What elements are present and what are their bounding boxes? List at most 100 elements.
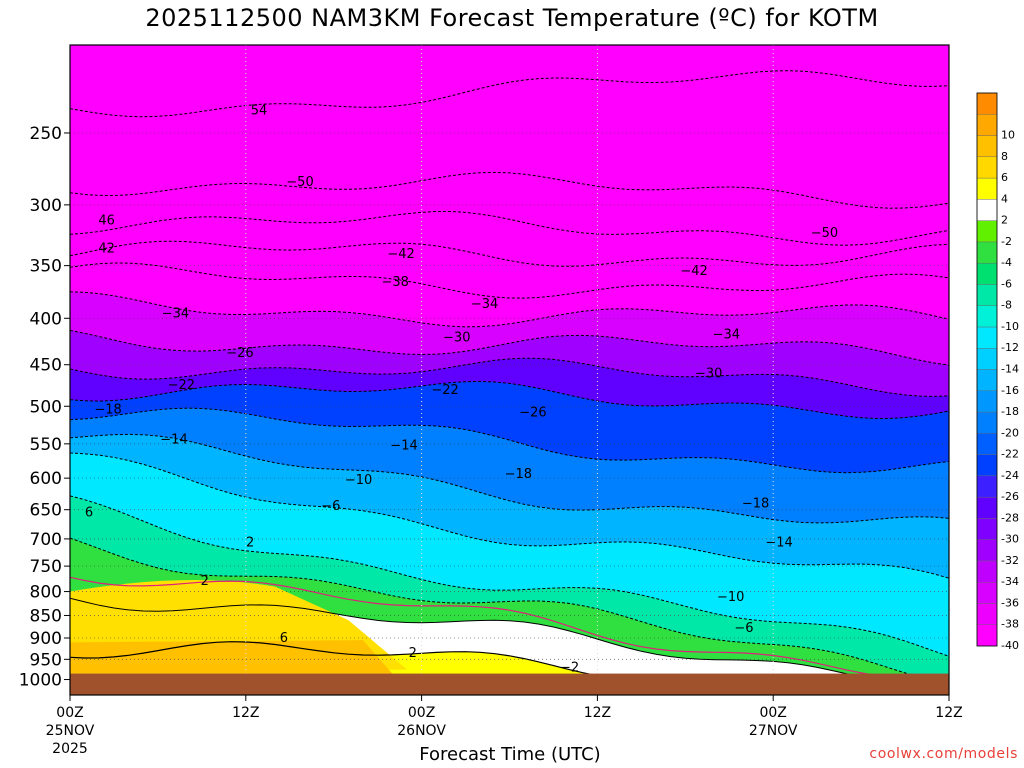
colorbar-legend: -40-38-36-34-32-30-28-26-24-22-20-18-16-…	[976, 92, 1019, 652]
colorbar-frame	[976, 92, 998, 647]
isotherm-contour	[70, 171, 949, 209]
colorbar-label: -20	[1001, 426, 1019, 439]
isotherm-contour	[70, 70, 949, 118]
y-tick-label: 900	[30, 629, 62, 649]
x-tick-date: 27NOV	[749, 723, 798, 739]
x-tick-label: 12Z	[232, 705, 259, 721]
colorbar-swatch	[976, 603, 998, 625]
colorbar-label: -10	[1001, 320, 1019, 333]
colorbar-swatch	[976, 624, 998, 647]
freezing-line	[70, 576, 949, 680]
colorbar-swatch	[976, 539, 998, 562]
y-tick-label: 500	[30, 397, 62, 417]
colorbar-swatch	[976, 411, 998, 434]
contour-label: 2	[246, 535, 254, 550]
contour-label: −42	[680, 264, 707, 279]
colorbar-swatch	[976, 496, 998, 519]
colorbar-label: 8	[1001, 150, 1008, 163]
contour-label: −34	[162, 306, 189, 321]
colorbar-label: -30	[1001, 533, 1019, 546]
contour-label: −30	[695, 366, 722, 381]
colorbar-label: -28	[1001, 511, 1019, 524]
colorbar-swatch	[976, 220, 998, 243]
y-tick-label: 400	[30, 309, 62, 329]
contour-label: −10	[345, 473, 372, 488]
colorbar-swatch	[976, 262, 998, 285]
colorbar-label: -12	[1001, 341, 1019, 354]
contour-label: −50	[286, 175, 313, 190]
colorbar-swatch	[976, 390, 998, 413]
contour-label: −22	[431, 383, 458, 398]
contour-label: −14	[765, 535, 792, 550]
colorbar-swatch	[976, 518, 998, 540]
isotherm-contour	[70, 597, 949, 688]
colorbar-label: -2	[1001, 235, 1012, 248]
colorbar-swatch	[976, 135, 998, 158]
contour-label: −38	[382, 275, 409, 290]
x-tick-date: 26NOV	[397, 723, 446, 739]
contour-label: −34	[713, 328, 740, 343]
contour-label: −2	[560, 661, 579, 676]
isotherm-contour	[70, 380, 949, 420]
colorbar-label: 2	[1001, 214, 1008, 227]
contour-label: −50	[811, 226, 838, 241]
colorbar-label: -40	[1001, 639, 1019, 652]
y-tick-label: 800	[30, 583, 62, 603]
x-tick-label: 00Z	[759, 705, 786, 721]
y-tick-label: 550	[30, 435, 62, 455]
source-credit: coolwx.com/models	[869, 746, 1018, 762]
colorbar-swatch	[976, 241, 998, 264]
colorbar-label: -18	[1001, 405, 1019, 418]
contour-label: −26	[519, 406, 546, 421]
colorbar-label: 10	[1001, 129, 1015, 142]
chart-title: 2025112500 NAM3KM Forecast Temperature (…	[145, 4, 879, 32]
colorbar-swatch	[976, 326, 998, 349]
y-tick-label: 350	[30, 257, 62, 277]
colorbar-swatch	[976, 199, 998, 221]
x-tick-year: 2025	[52, 741, 88, 757]
x-tick-label: 00Z	[56, 705, 83, 721]
isotherm-contour	[70, 291, 949, 328]
colorbar-swatch	[976, 433, 998, 455]
y-tick-label: 700	[30, 530, 62, 550]
y-tick-label: 850	[30, 606, 62, 626]
contour-label: −30	[443, 331, 470, 346]
colorbar-label: 4	[1001, 192, 1008, 205]
colorbar-label: -32	[1001, 554, 1019, 567]
contour-label: −18	[94, 402, 121, 417]
colorbar-label: -6	[1001, 277, 1012, 290]
y-tick-label: 600	[30, 469, 62, 489]
isotherm-contour	[70, 329, 949, 366]
colorbar-label: -16	[1001, 384, 1019, 397]
colorbar-label: -26	[1001, 490, 1019, 503]
colorbar-swatch	[976, 475, 998, 498]
contour-label: −26	[226, 346, 253, 361]
below-ground-area	[70, 673, 949, 695]
isotherm-contour	[70, 262, 949, 299]
colorbar-swatch	[976, 284, 998, 306]
x-tick-label: 12Z	[935, 705, 962, 721]
contour-label: −42	[387, 247, 414, 262]
colorbar-swatch	[976, 581, 998, 604]
colorbar-label: -36	[1001, 596, 1019, 609]
contour-label: 54	[251, 103, 268, 118]
colorbar-swatch	[976, 369, 998, 391]
x-axis: 00Z 25NOV 2025 12Z 00Z 26NOV 12Z 00Z 27NOV 12Z	[46, 695, 963, 757]
colorbar-label: -8	[1001, 299, 1012, 312]
warm-layer-core	[70, 640, 393, 674]
x-tick-label: 12Z	[584, 705, 611, 721]
contour-label: −6	[734, 621, 753, 636]
y-tick-label: 450	[30, 356, 62, 376]
isotherm-contour	[70, 452, 949, 579]
colorbar-label: -4	[1001, 256, 1012, 269]
y-tick-label: 650	[30, 501, 62, 521]
isotherm-contour	[70, 407, 949, 474]
x-tick-label: 00Z	[408, 705, 435, 721]
y-tick-label: 750	[30, 557, 62, 577]
colorbar-swatch	[976, 348, 998, 370]
contour-label: −34	[471, 297, 498, 312]
y-tick-label: 300	[30, 196, 62, 216]
plot-frame	[69, 44, 950, 696]
